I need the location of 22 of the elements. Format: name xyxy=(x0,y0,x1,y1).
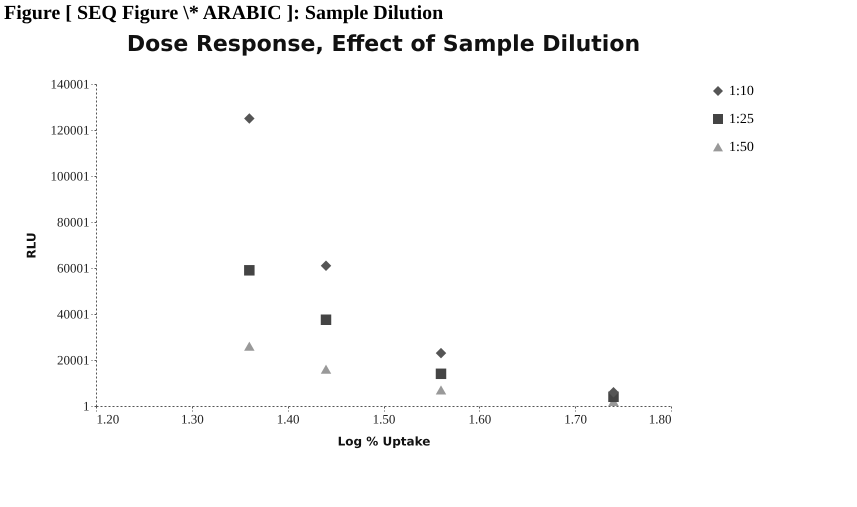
y-tick-label: 80001 xyxy=(57,214,90,230)
x-tick-label: 1.20 xyxy=(96,412,120,426)
x-tick-label: 1.60 xyxy=(468,412,492,426)
text: Figure [ SEQ Figure \* ARABIC ]: Sample Dilution xyxy=(3,1,444,26)
y-tick-label: 60001 xyxy=(57,260,90,276)
x-tick-label: 1.40 xyxy=(276,412,300,426)
x-tick-label: 1.30 xyxy=(180,412,204,426)
y-tick-label: 1 xyxy=(83,398,90,414)
y-tick-label: 120001 xyxy=(50,122,90,138)
x-axis-title: Log % Uptake xyxy=(338,434,430,448)
x-tick-label: 1.80 xyxy=(648,412,672,426)
x-tick-label: 1.70 xyxy=(564,412,588,426)
y-axis-title: RLU xyxy=(24,232,38,259)
x-tick-label: 1.50 xyxy=(372,412,396,426)
legend-label: 1:10 xyxy=(729,84,754,99)
legend-label: 1:50 xyxy=(729,140,754,155)
y-tick-label: 40001 xyxy=(57,306,90,322)
y-tick-label: 20001 xyxy=(57,352,90,368)
legend-label: 1:25 xyxy=(729,112,754,127)
y-tick-label: 140001 xyxy=(50,76,90,92)
y-tick-label: 100001 xyxy=(50,168,90,184)
chart-title: Dose Response, Effect of Sample Dilution xyxy=(126,32,640,57)
